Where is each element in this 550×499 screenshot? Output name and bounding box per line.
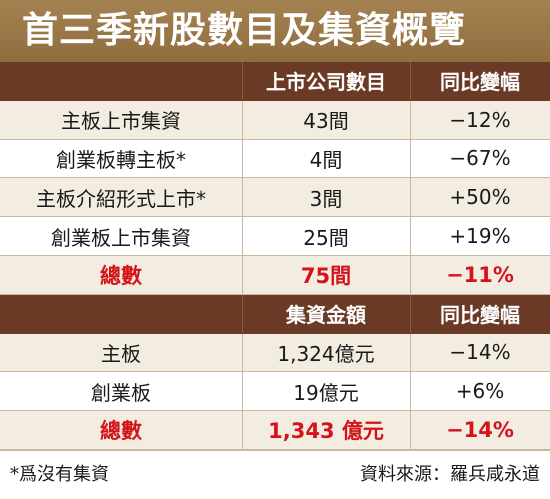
column-divider [242, 372, 243, 411]
page-title: 首三季新股數目及集資概覽 [0, 0, 550, 62]
column-divider [410, 217, 411, 255]
column-divider [242, 294, 243, 333]
column-divider [410, 62, 411, 100]
row-change: +50% [449, 185, 511, 210]
column-divider [410, 411, 411, 449]
section2-header-amount: 集資金額 [286, 303, 366, 328]
column-divider [242, 178, 243, 217]
row-value: 19億元 [293, 380, 359, 405]
table-row: 主板介紹形式上市* 3間 +50% [0, 178, 550, 218]
footnote: *爲沒有集資 [10, 464, 109, 485]
data-table: 上市公司數目 同比變幅 主板上市集資 43間 −12% 創業板轉主板* 4間 −… [0, 62, 550, 450]
total-change: −14% [446, 418, 514, 443]
section1-header-row: 上市公司數目 同比變幅 [0, 62, 550, 101]
source-credit: 資料來源：羅兵咸永道 [360, 464, 540, 485]
column-divider [410, 100, 411, 139]
row-label: 主板介紹形式上市* [36, 186, 206, 211]
table-row: 創業板 19億元 +6% [0, 372, 550, 412]
row-value: 1,324億元 [277, 341, 375, 366]
section2-header-change: 同比變幅 [440, 303, 520, 328]
column-divider [242, 139, 243, 178]
section2-total-row: 總數 1,343 億元 −14% [0, 411, 550, 450]
column-divider [410, 333, 411, 372]
row-label: 創業板 [91, 380, 151, 405]
row-label: 創業板上市集資 [51, 225, 191, 250]
column-divider [242, 411, 243, 449]
column-divider [242, 100, 243, 139]
row-change: −67% [449, 146, 511, 171]
row-label: 主板 [101, 341, 141, 366]
section1-header-count: 上市公司數目 [266, 70, 386, 95]
total-change: −11% [446, 262, 514, 287]
total-label: 總數 [100, 419, 142, 444]
footer: *爲沒有集資 資料來源：羅兵咸永道 [0, 450, 550, 498]
column-divider [410, 178, 411, 217]
column-divider [410, 139, 411, 178]
total-value: 1,343 億元 [268, 419, 384, 444]
row-value: 25間 [303, 225, 349, 250]
row-change: −14% [449, 340, 511, 365]
section1-header-label [0, 62, 242, 100]
table-row: 創業板轉主板* 4間 −67% [0, 139, 550, 179]
row-value: 43間 [303, 109, 349, 134]
column-divider [410, 372, 411, 411]
column-divider [410, 294, 411, 333]
row-change: −12% [449, 107, 511, 132]
row-change: +19% [449, 224, 511, 249]
table-row: 創業板上市集資 25間 +19% [0, 217, 550, 256]
row-value: 3間 [309, 186, 343, 211]
column-divider [242, 255, 243, 294]
row-value: 4間 [309, 147, 343, 172]
column-divider [410, 255, 411, 294]
row-change: +6% [455, 379, 505, 404]
section1-header-change: 同比變幅 [440, 70, 520, 95]
row-label: 主板上市集資 [61, 109, 181, 134]
total-label: 總數 [100, 263, 142, 288]
table-row: 主板上市集資 43間 −12% [0, 100, 550, 140]
column-divider [242, 217, 243, 255]
table-row: 主板 1,324億元 −14% [0, 333, 550, 373]
section1-total-row: 總數 75間 −11% [0, 255, 550, 295]
total-value: 75間 [300, 263, 352, 288]
column-divider [242, 333, 243, 372]
row-label: 創業板轉主板* [56, 147, 186, 172]
section2-header-label [0, 295, 242, 333]
section2-header-row: 集資金額 同比變幅 [0, 294, 550, 334]
column-divider [242, 62, 243, 100]
